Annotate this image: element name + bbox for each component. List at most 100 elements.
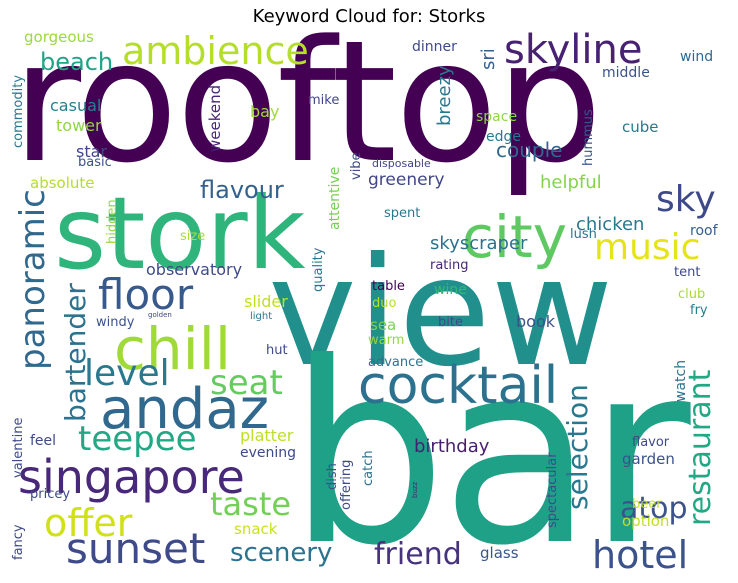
word-golden: golden xyxy=(148,311,172,319)
word-friend: friend xyxy=(374,537,462,572)
word-gorgeous: gorgeous xyxy=(24,30,94,46)
word-flavor: flavor xyxy=(632,435,670,450)
word-chill: chill xyxy=(114,315,231,383)
word-basic: basic xyxy=(78,155,112,170)
word-mike: mike xyxy=(308,93,340,108)
word-vibe: vibe xyxy=(349,152,364,180)
chart-title: Keyword Cloud for: Storks xyxy=(252,6,486,27)
word-windy: windy xyxy=(96,315,135,330)
word-cloud: rooftop stork view bar city cocktail and… xyxy=(10,30,728,580)
word-spectacular: spectacular xyxy=(545,452,560,528)
word-level: level xyxy=(84,353,170,394)
word-club: club xyxy=(678,287,706,302)
word-book: book xyxy=(516,312,555,331)
word-valentine: valentine xyxy=(11,417,26,478)
word-evening: evening xyxy=(240,445,297,461)
word-bite: bite xyxy=(438,315,463,330)
word-cocktail: cocktail xyxy=(358,356,559,416)
word-spent: spent xyxy=(384,206,421,221)
word-roof: roof xyxy=(690,223,718,239)
word-couple: couple xyxy=(496,138,563,162)
word-pricey: pricey xyxy=(30,487,71,502)
word-glass: glass xyxy=(480,544,519,562)
word-catch: catch xyxy=(361,450,376,486)
word-star: star xyxy=(76,142,107,161)
word-buzz: buzz xyxy=(411,481,419,498)
word-sunset: sunset xyxy=(66,524,206,573)
word-rooftop: rooftop xyxy=(12,30,602,200)
word-cube: cube xyxy=(622,118,659,136)
word-offering: offering xyxy=(339,459,354,510)
word-wine: wine xyxy=(434,282,467,298)
word-teepee: teepee xyxy=(78,419,197,459)
word-lush: lush xyxy=(570,227,597,242)
word-restaurant: restaurant xyxy=(683,369,718,526)
word-taste: taste xyxy=(210,485,292,523)
word-warm: warm xyxy=(368,333,405,348)
word-skyscraper: skyscraper xyxy=(430,233,528,254)
word-watch: watch xyxy=(673,359,689,402)
word-slider: slider xyxy=(244,292,288,311)
word-hummus: hummus xyxy=(581,109,596,166)
word-hut: hut xyxy=(266,343,288,358)
word-beer: beer xyxy=(632,497,662,512)
word-beach: beach xyxy=(40,48,114,76)
word-selection: selection xyxy=(561,384,594,510)
word-quality: quality xyxy=(311,247,326,292)
word-flavour: flavour xyxy=(200,176,284,204)
word-seat: seat xyxy=(210,363,283,403)
word-stork: stork xyxy=(54,175,306,292)
word-helpful: helpful xyxy=(540,172,602,193)
word-option: option xyxy=(622,512,670,530)
word-dish: dish xyxy=(325,463,340,490)
word-bay: bay xyxy=(250,102,280,121)
word-skyline: skyline xyxy=(504,30,643,73)
word-table: table xyxy=(372,279,405,294)
word-edge: edge xyxy=(486,129,521,145)
word-absolute: absolute xyxy=(30,174,95,192)
word-wind: wind xyxy=(680,49,714,65)
word-hidden: hidden xyxy=(105,199,120,244)
word-floor: floor xyxy=(98,270,194,319)
word-chicken: chicken xyxy=(576,214,645,235)
word-garden: garden xyxy=(622,450,675,468)
word-casual: casual xyxy=(50,96,102,115)
word-birthday: birthday xyxy=(414,436,490,457)
word-scenery: scenery xyxy=(230,538,333,568)
word-tower: tower xyxy=(56,116,102,135)
word-snack: snack xyxy=(234,520,278,538)
word-bartender: bartender xyxy=(59,283,92,422)
word-fancy: fancy xyxy=(11,524,26,560)
word-panoramic: panoramic xyxy=(13,189,53,370)
word-rating: rating xyxy=(430,258,469,273)
word-andaz: andaz xyxy=(100,377,270,442)
word-sky: sky xyxy=(656,179,716,220)
word-breezy: breezy xyxy=(434,65,455,126)
word-tent: tent xyxy=(674,265,701,280)
word-offer: offer xyxy=(44,501,133,545)
word-light: light xyxy=(250,311,273,322)
word-feel: feel xyxy=(30,433,57,449)
word-sea: sea xyxy=(370,316,397,334)
word-greenery: greenery xyxy=(368,170,445,190)
word-sri: sri xyxy=(478,48,499,70)
word-platter: platter xyxy=(240,426,294,445)
word-bar: bar xyxy=(288,309,691,580)
word-middle: middle xyxy=(602,65,650,81)
word-singapore: singapore xyxy=(18,450,245,504)
word-disposable: disposable xyxy=(372,157,431,170)
word-space: space xyxy=(476,109,518,125)
word-atop: atop xyxy=(620,491,688,526)
word-music: music xyxy=(594,227,701,268)
word-weekend: weekend xyxy=(206,84,224,152)
word-attentive: attentive xyxy=(327,166,343,230)
word-dinner: dinner xyxy=(412,39,457,55)
word-hotel: hotel xyxy=(592,533,689,577)
word-fry: fry xyxy=(690,303,708,318)
word-ambience: ambience xyxy=(122,30,309,73)
word-duo: duo xyxy=(372,296,397,311)
word-commodity: commodity xyxy=(11,74,26,148)
word-view: view xyxy=(268,226,614,400)
word-observatory: observatory xyxy=(146,260,243,279)
word-city: city xyxy=(462,203,568,271)
